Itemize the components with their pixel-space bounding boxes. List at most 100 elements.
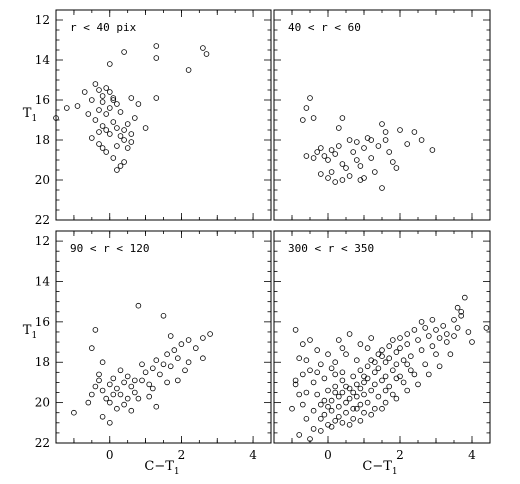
data-point xyxy=(107,105,113,111)
data-point xyxy=(332,151,339,157)
data-point xyxy=(310,155,317,161)
data-point xyxy=(132,377,138,384)
data-point xyxy=(81,89,88,95)
data-point xyxy=(203,51,210,57)
data-point xyxy=(128,139,135,145)
x-tick-label: 0 xyxy=(106,448,114,462)
data-point xyxy=(335,143,342,149)
data-point xyxy=(397,345,403,351)
data-point xyxy=(411,129,418,135)
data-point xyxy=(128,407,135,414)
data-point xyxy=(429,343,436,349)
data-point xyxy=(317,361,324,368)
data-point xyxy=(99,359,106,366)
data-point xyxy=(146,381,153,388)
data-point xyxy=(361,409,367,416)
data-point xyxy=(389,337,396,343)
y-tick-label: 12 xyxy=(35,234,50,248)
data-point xyxy=(321,411,328,418)
data-point xyxy=(107,419,113,426)
data-point xyxy=(364,363,371,370)
data-point xyxy=(404,331,411,337)
data-point xyxy=(107,61,113,67)
data-point xyxy=(142,125,149,131)
data-point xyxy=(110,391,117,398)
data-point xyxy=(303,415,310,422)
data-point xyxy=(307,436,313,442)
data-point xyxy=(335,413,342,420)
data-point xyxy=(346,421,353,428)
x-tick-label: 4 xyxy=(468,448,476,462)
data-point xyxy=(389,159,396,165)
data-point xyxy=(128,95,135,101)
data-point xyxy=(379,405,385,412)
data-point xyxy=(343,409,349,416)
data-point xyxy=(128,383,135,390)
data-point xyxy=(382,387,389,394)
data-point xyxy=(110,119,117,125)
data-point xyxy=(397,127,403,133)
data-point xyxy=(393,165,400,171)
data-point xyxy=(346,173,353,179)
data-point xyxy=(328,407,335,414)
data-point xyxy=(117,163,124,169)
x-axis-label-left: C−T1 xyxy=(144,459,179,477)
data-point xyxy=(339,345,346,351)
data-point xyxy=(92,81,99,87)
data-point xyxy=(386,343,393,349)
data-point xyxy=(451,333,457,339)
data-point xyxy=(393,361,400,368)
data-point xyxy=(167,333,174,339)
data-point xyxy=(364,399,371,406)
data-point xyxy=(404,387,411,394)
data-point xyxy=(368,137,375,143)
data-point xyxy=(339,369,346,376)
data-point xyxy=(436,363,443,370)
data-point xyxy=(332,179,339,185)
data-point xyxy=(440,323,447,329)
data-point xyxy=(353,157,360,163)
data-point xyxy=(422,361,429,368)
data-point xyxy=(321,375,328,382)
data-point xyxy=(425,333,432,339)
data-point xyxy=(175,355,181,362)
data-point xyxy=(292,377,299,384)
data-point xyxy=(171,347,178,353)
data-point xyxy=(458,312,465,319)
data-point xyxy=(361,175,367,181)
data-point xyxy=(386,383,393,390)
data-point xyxy=(314,347,321,353)
data-point xyxy=(299,371,306,378)
data-point xyxy=(96,129,102,135)
panel-frame xyxy=(55,230,272,444)
x-tick-label: 4 xyxy=(249,448,257,462)
data-point xyxy=(96,141,102,147)
scatter-panel: 0 2 4 300 < r < 350 xyxy=(273,230,491,462)
data-point xyxy=(200,355,206,362)
y-tick-label: 14 xyxy=(35,53,51,67)
y-tick-label: 20 xyxy=(35,396,50,410)
panel-frame xyxy=(273,9,491,221)
data-point xyxy=(335,125,342,131)
data-point xyxy=(436,335,443,341)
data-point xyxy=(325,157,331,163)
data-point xyxy=(371,359,378,366)
data-point xyxy=(99,413,106,420)
data-point xyxy=(303,357,310,364)
data-point xyxy=(153,43,160,49)
data-point xyxy=(429,147,436,153)
data-point xyxy=(103,127,109,133)
data-point xyxy=(96,87,102,93)
data-point xyxy=(400,379,407,386)
data-point xyxy=(353,139,360,145)
data-point xyxy=(425,371,432,378)
y-axis-label-bottom: T1 xyxy=(23,323,37,341)
data-point xyxy=(135,302,142,309)
data-point xyxy=(124,373,131,380)
data-point xyxy=(418,137,425,143)
data-point xyxy=(325,351,331,358)
data-point xyxy=(353,381,360,388)
data-point xyxy=(382,359,389,366)
data-point xyxy=(397,335,403,341)
data-point xyxy=(415,381,421,388)
